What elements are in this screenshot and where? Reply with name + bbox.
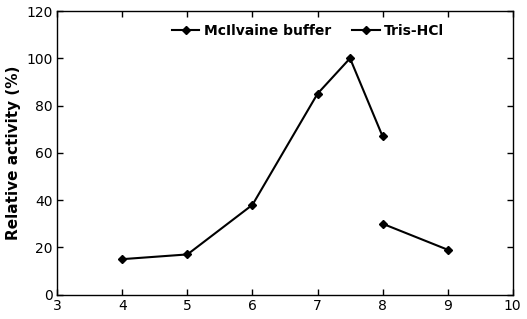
- Tris-HCl: [444, 248, 451, 252]
- McIlvaine buffer: [379, 134, 386, 138]
- McIlvaine buffer: [119, 257, 125, 261]
- Line: Tris-HCl: Tris-HCl: [380, 221, 451, 252]
- Y-axis label: Relative activity (%): Relative activity (%): [6, 66, 21, 240]
- Line: McIlvaine buffer: McIlvaine buffer: [120, 56, 385, 262]
- McIlvaine buffer: [184, 253, 191, 256]
- McIlvaine buffer: [249, 203, 256, 207]
- Legend: McIlvaine buffer, Tris-HCl: McIlvaine buffer, Tris-HCl: [166, 18, 450, 43]
- Tris-HCl: [379, 222, 386, 226]
- McIlvaine buffer: [314, 92, 320, 96]
- McIlvaine buffer: [347, 56, 353, 60]
